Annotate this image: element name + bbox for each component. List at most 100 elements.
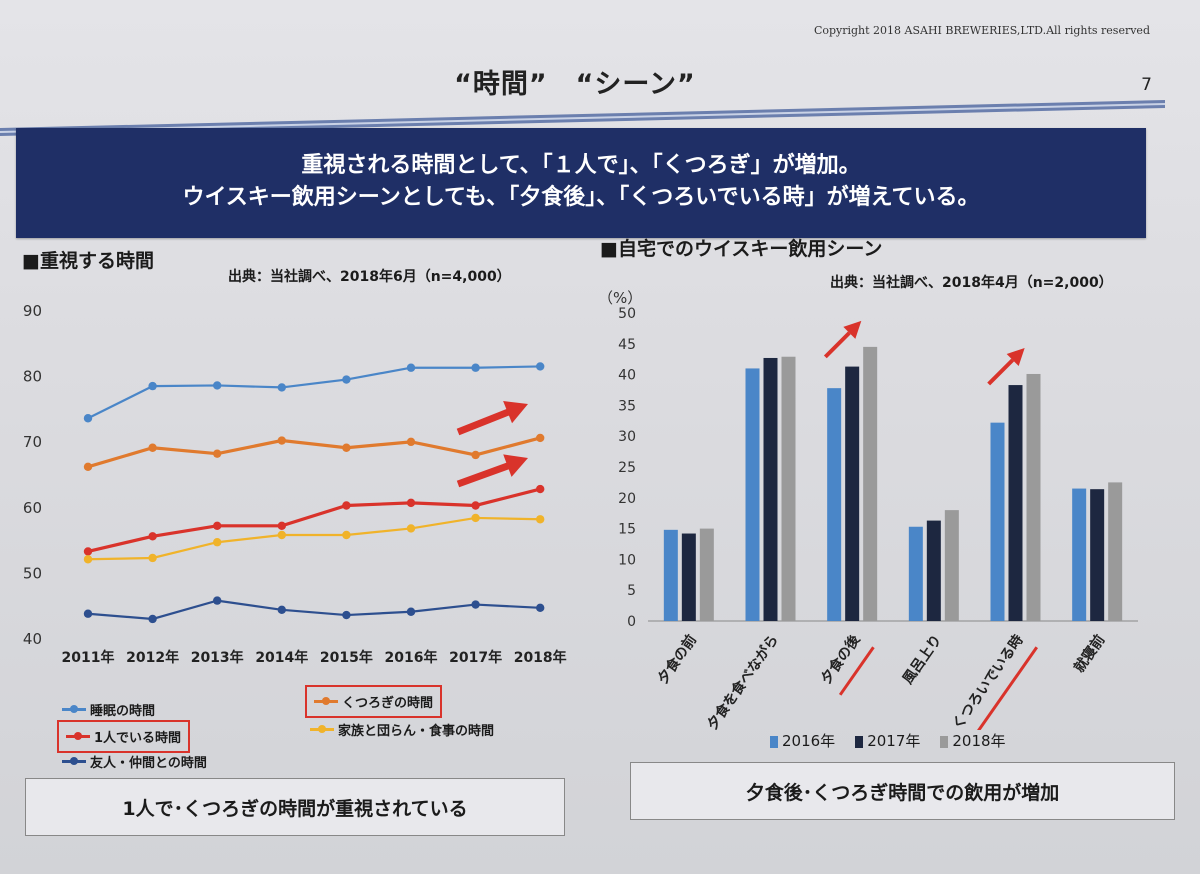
point-alone [277,521,286,531]
bar-bar2017 [1090,489,1105,621]
legend-friends-marker [62,757,86,765]
point-friends [471,600,480,609]
point-relax [277,436,286,445]
bar-legend-2016-label: 2016年 [782,732,836,750]
trend-arrow-shaft [987,358,1015,386]
point-sleep [83,414,93,423]
bar-bar2016 [1072,488,1087,621]
y-axis-unit: （%） [598,289,642,307]
page-title: “時間” “シーン” [454,69,696,100]
bar-legend-2018-swatch [940,735,949,748]
legend-relax-label: くつろぎの時間 [342,696,434,711]
bar-legend-2017-swatch [855,735,864,748]
series-line-friends [87,599,541,621]
y-tick-label: 50 [618,306,636,322]
bar-bar2018 [1108,482,1123,621]
category-underline [838,646,875,696]
category-label: 夕食を食べながら [704,632,782,730]
series-line-alone [87,487,541,553]
copyright: Copyright 2018 ASAHI BREWERIES,LTD.All r… [813,24,1150,37]
y-tick-label: 40 [618,368,636,384]
point-family [471,513,480,523]
line-chart: 40 50 60 70 80 90 2011年 2012年 2013年 2014年 2015年 201… [23,302,567,666]
point-relax [342,443,351,452]
point-family [342,530,351,540]
category-underline [977,646,1039,730]
point-sleep [213,381,222,390]
bar-bar2016 [908,526,923,621]
point-relax [83,462,93,471]
category-label: 夕食の後 [817,631,864,687]
bar-bar2017 [681,533,696,621]
bar-legend-2017-label: 2017年 [867,732,921,750]
bar-bar2017 [1008,385,1023,621]
legend-relax-marker [314,697,338,705]
y-tick-label: 90 [23,302,42,320]
headline-line-1: 重視される時間として、「１人で」、「くつろぎ」が増加。 [301,153,861,178]
x-tick-label: 2016年 [385,649,438,666]
point-alone [342,501,351,510]
series-line-relax [87,436,541,469]
point-friends [83,609,93,618]
bar-chart-source: 出典：当社調べ、2018年4月（n=2,000） [830,275,1113,291]
point-relax [148,443,157,452]
line-chart-title: ■重視する時間 [22,250,154,272]
bar-bar2016 [745,368,760,621]
point-friends [536,603,545,613]
point-friends [406,607,416,616]
point-relax [406,437,416,447]
left-summary: 1人で･くつろぎの時間が重視されている [25,778,565,836]
point-family [83,555,93,564]
legend-sleep-label: 睡眠の時間 [90,704,156,719]
legend-alone-label: 1人でいる時間 [94,731,182,746]
x-tick-label: 2013年 [191,649,244,666]
y-tick-label: 70 [23,433,42,451]
point-friends [213,596,222,605]
legend-sleep-marker [62,705,86,713]
point-sleep [471,363,480,372]
bar-bar2018 [781,356,796,621]
x-tick-label: 2018年 [514,649,567,666]
bar-legend-2016-swatch [770,735,778,748]
y-tick-label: 20 [618,491,636,507]
x-tick-label: 2014年 [255,649,308,666]
category-label: 風呂上り [900,632,945,687]
legend-friends-label: 友人・仲間との時間 [90,756,207,771]
point-family [148,553,157,563]
bar-bar2017 [926,520,941,621]
point-friends [148,614,157,624]
bar-legend-2016: 2016年 [770,730,835,751]
bar-bar2017 [763,357,778,621]
page-number: 7 [1141,75,1152,95]
point-relax [213,449,222,458]
y-tick-label: 30 [618,429,636,445]
point-family [213,538,222,547]
point-relax [536,433,545,443]
legend-family: 家族と団らん・食事の時間 [310,720,494,739]
bar-bar2016 [827,388,842,621]
bar-bar2016 [990,422,1005,621]
legend-family-label: 家族と団らん・食事の時間 [338,724,495,739]
bar-legend: 2016年 2017年 2018年 [770,730,1006,751]
bar-legend-2018-label: 2018年 [952,732,1006,750]
trend-arrow-shaft [823,331,851,359]
point-alone [148,532,157,541]
point-alone [536,484,545,494]
bar-bar2018 [1026,373,1041,621]
x-tick-label: 2015年 [320,649,373,666]
y-tick-label: 10 [618,552,636,568]
point-friends [277,605,286,614]
point-alone [471,501,480,510]
y-tick-label: 50 [23,564,42,582]
legend-relax: くつろぎの時間 [304,685,443,718]
bar-legend-2018: 2018年 [940,730,1006,751]
bar-chart-title: ■自宅でのウイスキー飲用シーン [600,238,883,260]
point-family [277,530,286,540]
point-relax [471,450,480,460]
headline-banner: 重視される時間として、「１人で」、「くつろぎ」が増加。 ウイスキー飲用シーンとし… [16,128,1146,238]
y-tick-label: 15 [618,522,636,538]
point-sleep [277,383,286,392]
category-label: 夕食の前 [654,632,700,688]
y-tick-label: 35 [618,398,636,414]
bar-bar2017 [845,366,860,621]
